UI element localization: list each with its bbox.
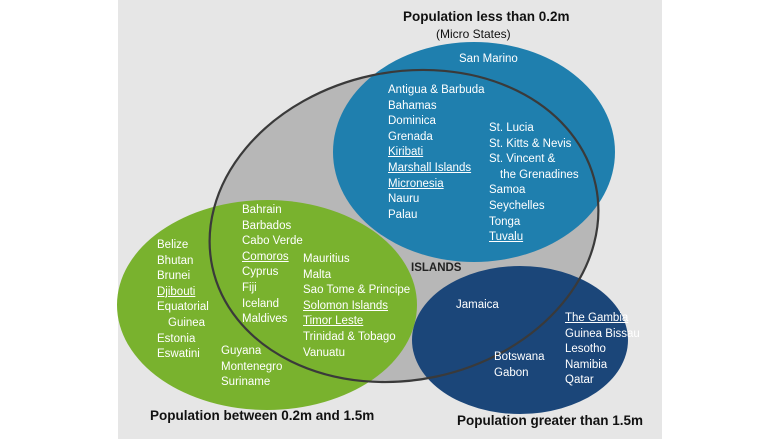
country-item: Micronesia <box>388 177 444 190</box>
country-item: St. Vincent & <box>489 153 556 166</box>
country-item: Cabo Verde <box>242 235 303 248</box>
country-item: Tuvalu <box>489 231 524 244</box>
country-item: Palau <box>388 208 418 221</box>
large-population-circle <box>412 266 628 414</box>
country-item: St. Kitts & Nevis <box>489 137 572 150</box>
country-item: Cyprus <box>242 266 279 279</box>
country-item: Grenada <box>388 130 433 143</box>
micro-islands-list-1: Antigua & Barbuda Bahamas Dominica Grenada K… <box>388 83 485 223</box>
country-item: Maldives <box>242 313 288 326</box>
micro-non-island-country: San Marino <box>459 53 518 65</box>
country-item: Eswatini <box>157 348 200 361</box>
country-item: Fiji <box>242 281 257 294</box>
country-item: Djibouti <box>157 285 196 298</box>
country-item: Bhutan <box>157 254 194 267</box>
country-item: the Grenadines <box>500 168 579 181</box>
country-item: Bahamas <box>388 99 437 112</box>
country-item: The Gambia <box>565 312 629 324</box>
country-item: Vanuatu <box>303 346 345 359</box>
mid-islands-list-1: Bahrain Barbados Cabo Verde Comoros Cyprus Fi… <box>242 203 303 328</box>
country-item: Nauru <box>388 193 420 206</box>
country-item: Guyana <box>221 345 262 357</box>
mid-islands-list-2: Mauritius Malta Sao Tome & Principe Solomon… <box>303 252 410 361</box>
large-population-title: Population greater than 1.5m <box>457 413 644 428</box>
country-item: Brunei <box>157 270 191 283</box>
country-item: Marshall Islands <box>388 161 472 174</box>
country-item: Kiribati <box>388 146 424 159</box>
mid-non-island-list-2: Guyana Montenegro Suriname <box>221 344 282 391</box>
country-item: Belize <box>157 239 189 251</box>
mid-population-circle <box>117 200 417 410</box>
country-item: Iceland <box>242 297 280 310</box>
country-item: Bahrain <box>242 204 282 216</box>
large-non-island-list-1: Botswana Gabon <box>494 350 545 381</box>
country-item: Lesotho <box>565 343 606 356</box>
country-item: St. Lucia <box>489 122 534 134</box>
country-item: Gabon <box>494 366 529 379</box>
country-item: Estonia <box>157 332 196 345</box>
islands-label: ISLANDS <box>411 262 462 274</box>
country-item: Equatorial <box>157 301 209 314</box>
country-item: Trinidad & Tobago <box>303 330 396 343</box>
large-non-island-list-2: The Gambia Guinea Bissau Lesotho Namibia Qat… <box>565 311 640 389</box>
islands-ellipse-outline <box>208 68 600 384</box>
country-item: Suriname <box>221 376 271 389</box>
micro-islands-list-2: St. Lucia St. Kitts & Nevis St. Vincent & t… <box>489 121 579 246</box>
country-item: Solomon Islands <box>303 299 389 312</box>
country-item: Montenegro <box>221 360 283 373</box>
country-item: Antigua & Barbuda <box>388 84 485 96</box>
country-item: Timor Leste <box>303 315 364 328</box>
country-item: Malta <box>303 268 332 281</box>
mid-population-title: Population between 0.2m and 1.5m <box>150 408 375 423</box>
micro-states-title: Population less than 0.2m <box>403 9 570 24</box>
country-item: Comoros <box>242 250 289 263</box>
country-item: Tonga <box>489 215 521 228</box>
micro-states-circle <box>333 42 615 262</box>
mid-non-island-list: Belize Bhutan Brunei Djibouti Equatorial Guin… <box>157 238 209 363</box>
micro-states-subtitle: (Micro States) <box>436 27 511 41</box>
country-item: Dominica <box>388 115 436 128</box>
country-item: Namibia <box>565 358 608 371</box>
country-item: Sao Tome & Principe <box>303 284 411 297</box>
large-island-country: Jamaica <box>456 299 499 311</box>
country-item: Seychelles <box>489 199 545 212</box>
country-item: Guinea Bissau <box>565 327 640 340</box>
country-item: Samoa <box>489 184 526 197</box>
country-item: Barbados <box>242 219 292 232</box>
country-item: Mauritius <box>303 253 350 265</box>
country-item: Botswana <box>494 351 545 363</box>
country-item: Qatar <box>565 374 594 387</box>
country-item: Guinea <box>168 316 206 329</box>
